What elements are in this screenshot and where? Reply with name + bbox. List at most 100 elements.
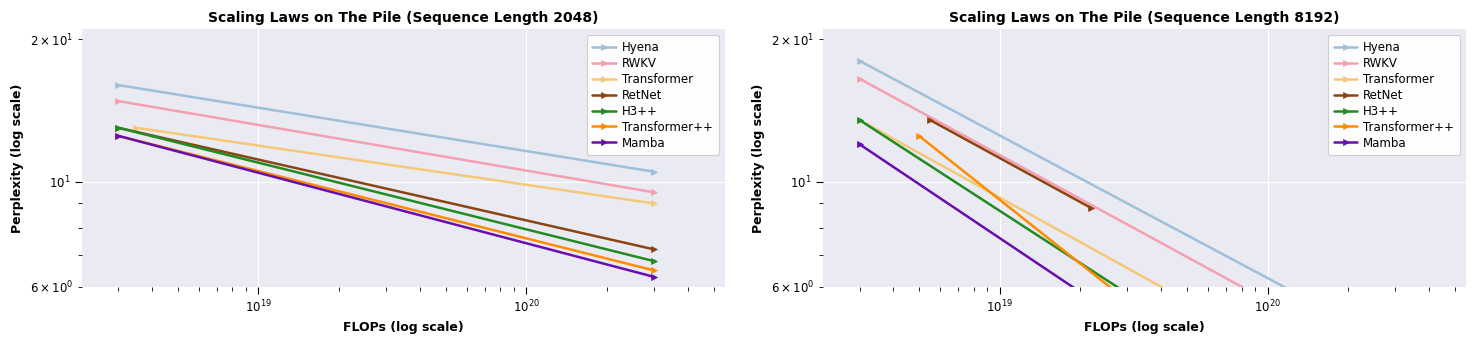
Mamba [600, 263, 617, 267]
Transformer [158, 130, 176, 135]
Hyena [600, 162, 617, 166]
Mamba [883, 164, 901, 168]
Hyena [142, 88, 160, 92]
Hyena [1359, 330, 1377, 334]
Y-axis label: Perplexity (log scale): Perplexity (log scale) [12, 83, 24, 233]
H3++ [210, 150, 227, 155]
Mamba [142, 142, 160, 146]
H3++ [950, 183, 967, 187]
X-axis label: FLOPs (log scale): FLOPs (log scale) [343, 321, 464, 334]
Line: RWKV: RWKV [115, 98, 657, 195]
H3++ [253, 161, 270, 165]
H3++ [619, 253, 637, 257]
RetNet [645, 247, 663, 252]
RWKV [873, 88, 891, 92]
X-axis label: FLOPs (log scale): FLOPs (log scale) [1084, 321, 1205, 334]
Line: Hyena: Hyena [857, 58, 1399, 345]
Line: H3++: H3++ [115, 125, 657, 264]
Transformer++ [910, 134, 928, 138]
RWKV [645, 190, 663, 194]
Transformer++ [210, 159, 227, 163]
Transformer [851, 118, 868, 122]
Line: Transformer: Transformer [133, 125, 657, 206]
RetNet [142, 133, 160, 137]
Mamba [109, 134, 127, 138]
Hyena [645, 170, 663, 174]
RWKV [131, 103, 149, 107]
Hyena [851, 59, 868, 63]
Hyena [253, 106, 270, 110]
RWKV [1341, 343, 1359, 345]
Legend: Hyena, RWKV, Transformer, RetNet, H3++, Transformer++, Mamba: Hyena, RWKV, Transformer, RetNet, H3++, … [1328, 35, 1459, 156]
Mamba [873, 157, 891, 161]
Mamba [210, 160, 227, 164]
Hyena [1341, 320, 1359, 324]
H3++ [851, 118, 868, 122]
RWKV [950, 131, 967, 135]
Transformer++ [645, 268, 663, 273]
Legend: Hyena, RWKV, Transformer, RetNet, H3++, Transformer++, Mamba: Hyena, RWKV, Transformer, RetNet, H3++, … [586, 35, 719, 156]
RetNet [600, 237, 617, 241]
Line: Transformer++: Transformer++ [916, 133, 1399, 345]
Transformer [950, 173, 967, 177]
H3++ [873, 132, 891, 136]
Hyena [109, 83, 127, 87]
Line: Transformer++: Transformer++ [115, 133, 657, 273]
H3++ [994, 210, 1012, 215]
Hyena [873, 70, 891, 74]
Title: Scaling Laws on The Pile (Sequence Length 8192): Scaling Laws on The Pile (Sequence Lengt… [950, 11, 1340, 25]
Hyena [1387, 344, 1405, 345]
Mamba [851, 142, 868, 146]
Hyena [883, 76, 901, 80]
Y-axis label: Perplexity (log scale): Perplexity (log scale) [752, 83, 765, 233]
Mamba [950, 209, 967, 213]
RetNet [931, 123, 948, 127]
RWKV [851, 77, 868, 81]
Transformer [994, 197, 1012, 201]
Title: Scaling Laws on The Pile (Sequence Length 2048): Scaling Laws on The Pile (Sequence Lengt… [208, 11, 598, 25]
Mamba [645, 275, 663, 279]
RetNet [131, 131, 149, 135]
H3++ [142, 134, 160, 138]
Mamba [131, 139, 149, 144]
RetNet [964, 141, 982, 146]
Line: RetNet: RetNet [928, 117, 1094, 211]
Line: Hyena: Hyena [115, 82, 657, 175]
RetNet [1069, 198, 1087, 203]
H3++ [645, 259, 663, 263]
Transformer++ [253, 170, 270, 174]
Transformer [127, 126, 145, 130]
Line: RWKV: RWKV [857, 76, 1399, 345]
Transformer [645, 201, 663, 206]
Transformer [223, 140, 241, 144]
Hyena [131, 87, 149, 91]
Transformer [148, 129, 165, 133]
Transformer [619, 198, 637, 202]
Hyena [210, 99, 227, 103]
Transformer++ [929, 149, 947, 153]
RetNet [619, 241, 637, 245]
RWKV [253, 123, 270, 127]
RetNet [1083, 206, 1100, 210]
RWKV [210, 116, 227, 120]
Mamba [994, 238, 1012, 242]
RWKV [883, 94, 901, 98]
RWKV [994, 154, 1012, 158]
Transformer [883, 136, 901, 140]
Hyena [950, 112, 967, 116]
Transformer++ [109, 134, 127, 138]
RetNet [109, 126, 127, 130]
Transformer++ [619, 262, 637, 266]
Transformer++ [131, 139, 149, 143]
Transformer [266, 146, 284, 150]
RetNet [922, 118, 939, 122]
Line: H3++: H3++ [857, 117, 1399, 345]
Transformer++ [142, 142, 160, 146]
RetNet [928, 121, 945, 126]
Mamba [619, 268, 637, 272]
RWKV [109, 99, 127, 103]
H3++ [600, 248, 617, 252]
RetNet [951, 134, 969, 138]
H3++ [109, 126, 127, 130]
Line: Mamba: Mamba [115, 133, 657, 280]
